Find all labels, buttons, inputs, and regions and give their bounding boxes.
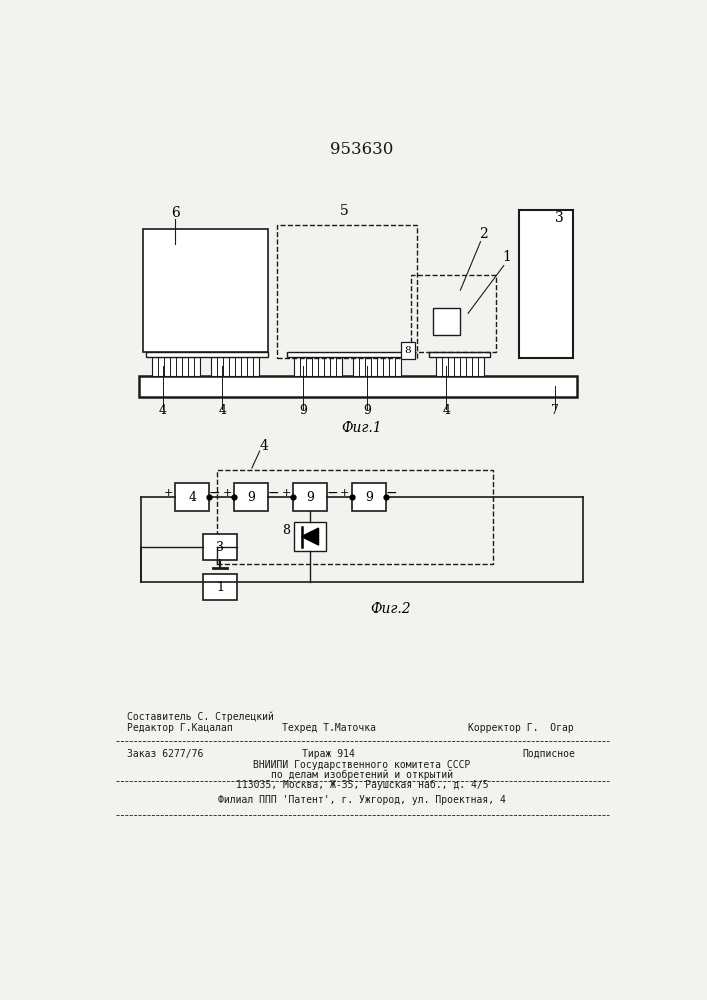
- Text: −: −: [209, 486, 221, 500]
- Bar: [518, 210, 573, 358]
- Text: по делам изобретений и открытий: по делам изобретений и открытий: [271, 769, 453, 780]
- Text: 953630: 953630: [330, 141, 394, 158]
- Bar: [436, 357, 484, 376]
- Bar: [287, 352, 409, 357]
- Bar: [354, 357, 402, 376]
- Text: Корректор Г.  Огар: Корректор Г. Огар: [468, 723, 574, 733]
- Text: Редактор Г.Кацалап: Редактор Г.Кацалап: [127, 723, 233, 733]
- Bar: [175, 483, 209, 511]
- Text: 1: 1: [216, 581, 224, 594]
- Bar: [203, 534, 237, 560]
- Bar: [293, 483, 327, 511]
- Text: 9: 9: [247, 491, 255, 504]
- Bar: [401, 342, 414, 359]
- Text: +: +: [281, 488, 291, 498]
- Bar: [146, 352, 268, 357]
- Bar: [411, 275, 496, 352]
- Text: 5: 5: [340, 204, 349, 218]
- Text: 9: 9: [306, 491, 314, 504]
- Bar: [277, 225, 417, 358]
- Bar: [293, 357, 341, 376]
- Bar: [139, 376, 577, 397]
- Bar: [217, 470, 493, 564]
- Text: Техред Т.Маточка: Техред Т.Маточка: [282, 723, 376, 733]
- Bar: [211, 357, 259, 376]
- Text: 7: 7: [551, 404, 559, 417]
- Bar: [429, 352, 490, 357]
- Text: −: −: [385, 486, 397, 500]
- Text: +: +: [163, 488, 173, 498]
- Bar: [352, 483, 386, 511]
- Text: Тираж 914: Тираж 914: [302, 749, 355, 759]
- Text: Составитель С. Стрелецкий: Составитель С. Стрелецкий: [127, 711, 274, 722]
- Text: 4: 4: [259, 439, 269, 453]
- Polygon shape: [301, 528, 319, 545]
- Text: Подписное: Подписное: [522, 749, 575, 759]
- Text: 4: 4: [159, 404, 167, 417]
- Text: 4: 4: [188, 491, 197, 504]
- Bar: [152, 357, 200, 376]
- Text: 2: 2: [479, 227, 488, 241]
- Text: ВНИИПИ Государственного комитета СССР: ВНИИПИ Государственного комитета СССР: [253, 760, 471, 770]
- Text: Фиг.2: Фиг.2: [370, 602, 411, 616]
- Text: Фиг.1: Фиг.1: [341, 421, 382, 435]
- Text: 9: 9: [299, 404, 307, 417]
- Text: 4: 4: [218, 404, 226, 417]
- Text: 3: 3: [555, 211, 564, 225]
- Text: −: −: [268, 486, 279, 500]
- Text: +: +: [340, 488, 349, 498]
- Text: 8: 8: [282, 524, 290, 537]
- Text: +: +: [223, 488, 232, 498]
- Bar: [203, 574, 237, 600]
- Text: −: −: [327, 486, 339, 500]
- Bar: [234, 483, 268, 511]
- Bar: [143, 229, 268, 352]
- Text: 8: 8: [404, 346, 411, 355]
- Text: 1: 1: [503, 250, 511, 264]
- Text: Филиал ППП 'Патент', г. Ужгород, ул. Проектная, 4: Филиал ППП 'Патент', г. Ужгород, ул. Про…: [218, 795, 506, 805]
- Bar: [433, 308, 460, 335]
- Bar: [293, 522, 327, 551]
- Text: 6: 6: [171, 206, 180, 220]
- Text: 4: 4: [443, 404, 450, 417]
- Text: 9: 9: [365, 491, 373, 504]
- Text: 113035, Москва, Ж-35, Раушская наб., д. 4/5: 113035, Москва, Ж-35, Раушская наб., д. …: [235, 780, 489, 790]
- Text: Заказ 6277/76: Заказ 6277/76: [127, 749, 204, 759]
- Text: 9: 9: [363, 404, 371, 417]
- Text: 3: 3: [216, 541, 224, 554]
